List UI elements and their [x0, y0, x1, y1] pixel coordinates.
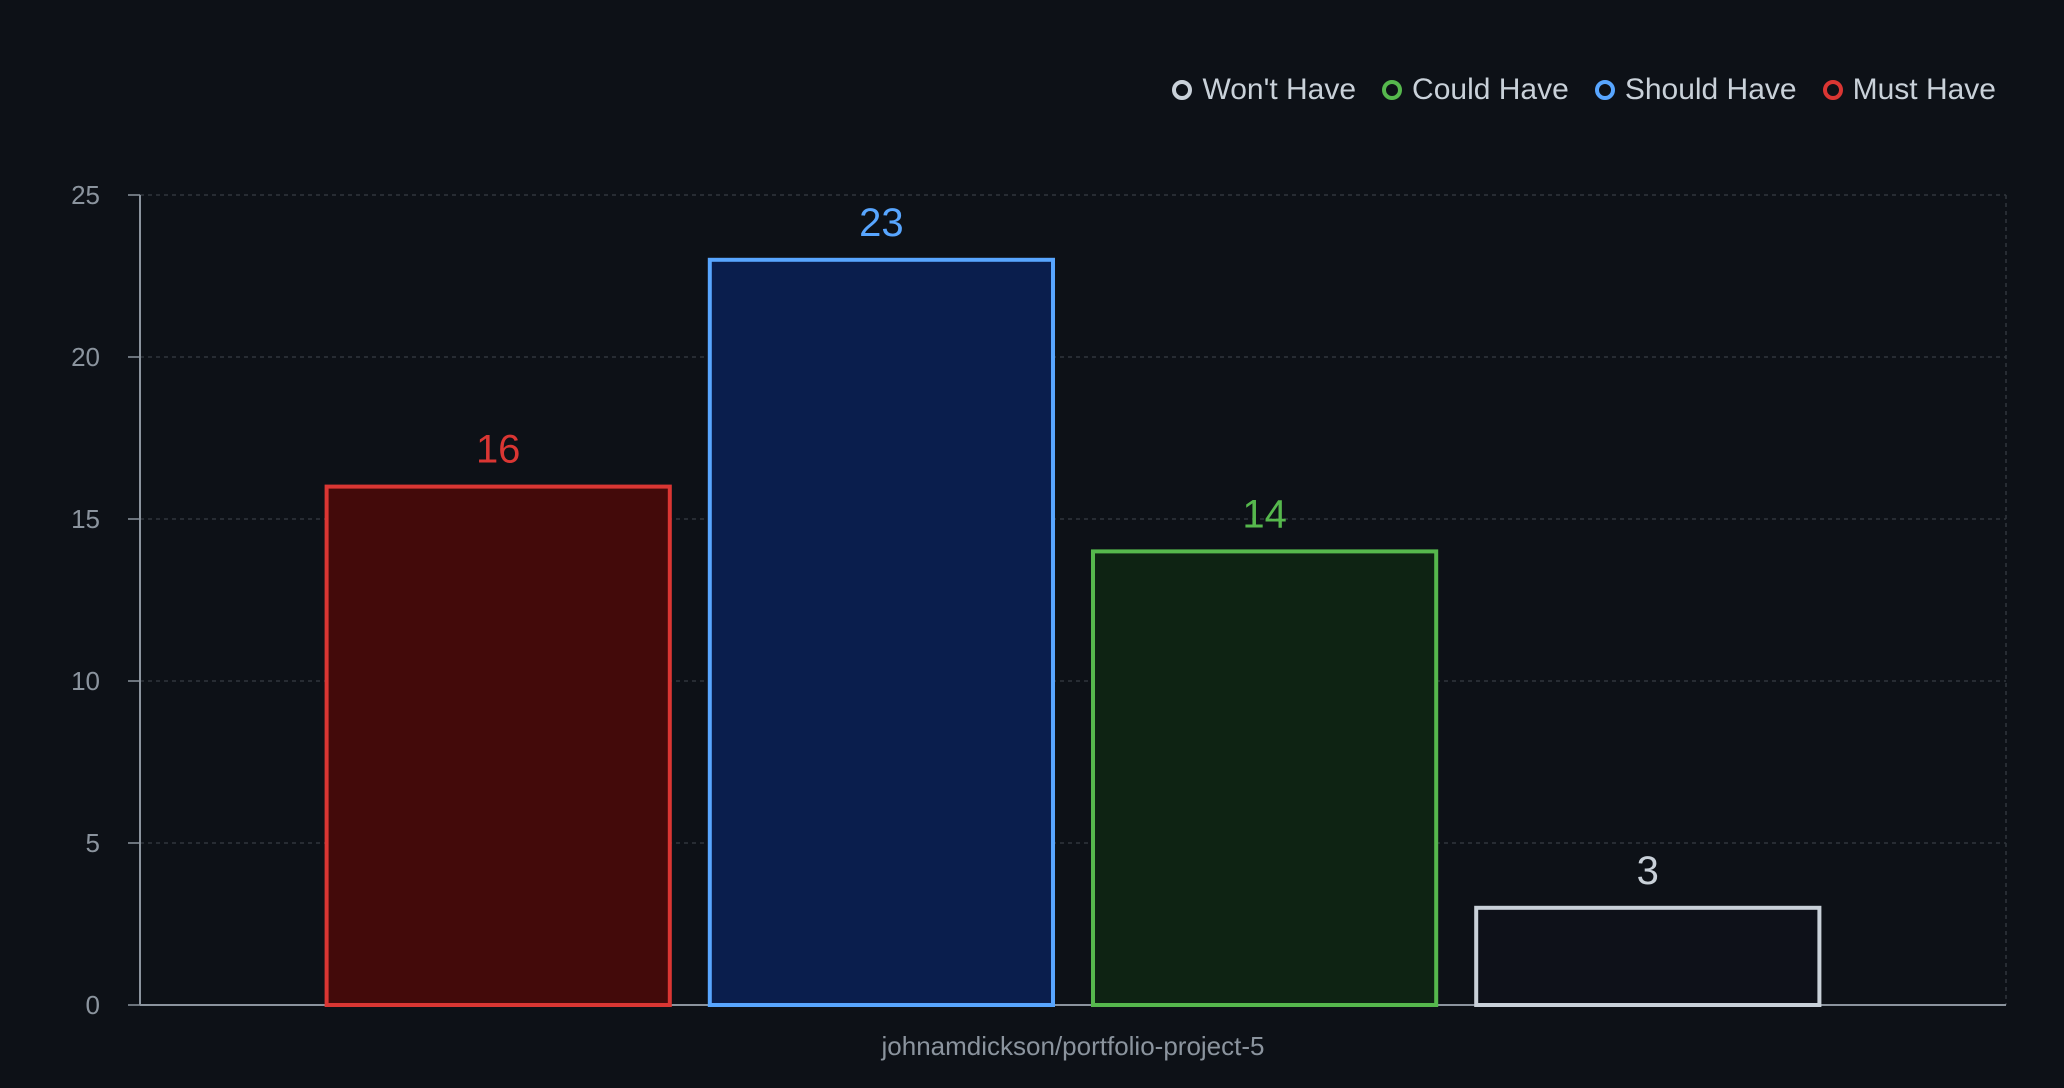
- y-tick-label: 15: [71, 504, 100, 534]
- value-label-won-t-have: 3: [1637, 849, 1659, 893]
- legend-swatch-should-have: [1594, 80, 1615, 100]
- legend-swatch-must-have: [1822, 80, 1843, 100]
- bar-layer: [324, 257, 1822, 1008]
- label-layer: 16 23 14 3 johnamdickson/portfolio-project-5: [476, 201, 1659, 1061]
- legend-label-should-have: Should Have: [1624, 73, 1797, 106]
- value-label-must-have: 16: [476, 428, 521, 472]
- bar-won-t-have: [1474, 905, 1822, 1007]
- y-tick-label: 5: [86, 828, 100, 858]
- legend-item-should-have[interactable]: Should Have: [1594, 72, 1797, 108]
- legend-label-wont-have: Won't Have: [1202, 73, 1357, 106]
- y-tick-label: 20: [71, 342, 100, 372]
- legend-swatch-could-have: [1382, 80, 1403, 100]
- value-label-could-have: 14: [1242, 492, 1287, 536]
- chart-legend: Won't Have Could Have Should Have Must H…: [1172, 72, 1996, 108]
- y-tick-label: 10: [71, 666, 100, 696]
- legend-swatch-wont-have: [1172, 80, 1193, 100]
- legend-label-could-have: Could Have: [1412, 73, 1569, 106]
- axis-layer: 0 5 10 15 20 25: [71, 180, 2006, 1020]
- value-label-should-have: 23: [859, 201, 904, 245]
- grid-layer: [140, 194, 2007, 1005]
- legend-item-wont-have[interactable]: Won't Have: [1172, 72, 1356, 108]
- legend-label-must-have: Must Have: [1852, 73, 1996, 106]
- bar-could-have: [1091, 549, 1439, 1008]
- bar-must-have: [324, 484, 672, 1008]
- legend-item-could-have[interactable]: Could Have: [1382, 72, 1569, 108]
- y-tick-label: 25: [71, 180, 100, 210]
- x-category-label: johnamdickson/portfolio-project-5: [881, 1031, 1265, 1061]
- bar-should-have: [707, 257, 1055, 1007]
- y-tick-label: 0: [86, 990, 100, 1020]
- legend-item-must-have[interactable]: Must Have: [1822, 72, 1996, 108]
